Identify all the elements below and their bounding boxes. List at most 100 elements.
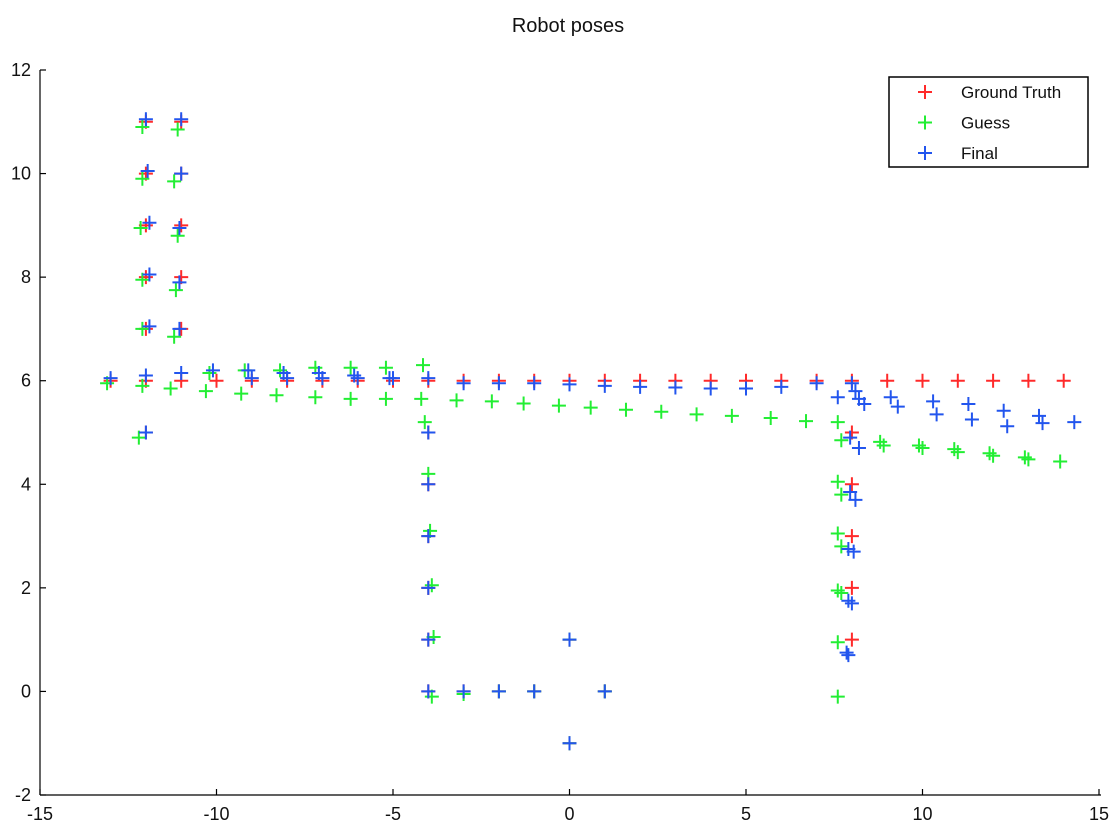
- pose-marker: [830, 390, 845, 405]
- pose-marker: [142, 267, 157, 282]
- pose-marker: [839, 645, 854, 660]
- pose-marker: [172, 321, 187, 336]
- legend-label: Ground Truth: [961, 83, 1061, 102]
- pose-marker: [890, 399, 905, 414]
- pose-marker: [1021, 452, 1036, 467]
- x-tick-label: -10: [203, 804, 229, 824]
- pose-marker: [163, 381, 178, 396]
- pose-marker: [982, 446, 997, 461]
- y-tick-label: 0: [21, 681, 31, 701]
- pose-marker: [964, 412, 979, 427]
- pose-marker: [1035, 416, 1050, 431]
- pose-marker: [170, 228, 185, 243]
- pose-marker: [739, 381, 753, 396]
- pose-marker: [551, 398, 566, 413]
- pose-marker: [915, 373, 930, 388]
- pose-marker: [417, 415, 432, 430]
- pose-marker: [597, 684, 612, 699]
- pose-marker: [167, 174, 182, 189]
- pose-marker: [880, 373, 895, 388]
- pose-marker: [830, 635, 845, 650]
- pose-marker: [168, 283, 183, 298]
- pose-marker: [654, 404, 669, 419]
- legend: Ground Truth Guess Final: [888, 76, 1089, 168]
- pose-marker: [234, 386, 249, 401]
- pose-marker: [1056, 373, 1071, 388]
- pose-marker: [724, 408, 739, 423]
- pose-marker: [421, 425, 436, 440]
- pose-marker: [911, 438, 926, 453]
- pose-marker: [844, 580, 859, 595]
- pose-marker: [562, 736, 577, 751]
- pose-marker: [583, 400, 598, 415]
- pose-marker: [172, 275, 187, 290]
- pose-marker: [378, 391, 393, 406]
- pose-marker: [456, 684, 471, 699]
- pose-marker: [273, 363, 288, 378]
- pose-marker: [103, 371, 118, 386]
- pose-marker: [830, 526, 845, 541]
- pose-marker: [873, 434, 888, 449]
- series-guess: [100, 119, 1068, 751]
- pose-marker: [809, 376, 824, 391]
- pose-marker: [350, 371, 365, 386]
- pose-marker: [834, 433, 849, 448]
- x-tick-label: 0: [564, 804, 574, 824]
- pose-marker: [883, 390, 898, 405]
- pose-marker: [244, 371, 259, 386]
- pose-marker: [424, 578, 439, 593]
- pose-marker: [763, 411, 778, 425]
- pose-marker: [844, 529, 859, 544]
- pose-marker: [484, 394, 499, 409]
- pose-marker: [167, 329, 182, 344]
- plot-area: [100, 112, 1082, 751]
- y-tick-label: 8: [21, 267, 31, 287]
- pose-marker: [986, 448, 1001, 463]
- pose-marker: [926, 394, 941, 409]
- pose-marker: [456, 376, 471, 391]
- legend-marker: [918, 85, 932, 99]
- x-tick-label: 15: [1089, 804, 1109, 824]
- pose-marker: [174, 365, 189, 380]
- pose-marker: [830, 689, 845, 704]
- pose-marker: [876, 438, 891, 453]
- pose-marker: [416, 358, 431, 373]
- pose-marker: [347, 368, 362, 383]
- pose-marker: [1031, 408, 1046, 423]
- pose-marker: [414, 391, 429, 406]
- pose-marker: [830, 583, 845, 598]
- pose-marker: [516, 396, 531, 411]
- legend-marker: [918, 146, 932, 160]
- pose-marker: [421, 371, 436, 386]
- pose-marker: [343, 391, 358, 406]
- pose-marker: [843, 430, 858, 445]
- pose-marker: [668, 380, 683, 395]
- pose-marker: [844, 477, 859, 492]
- pose-marker: [421, 580, 436, 595]
- x-tick-label: 5: [741, 804, 751, 824]
- pose-marker: [138, 368, 153, 383]
- legend-label: Guess: [961, 114, 1010, 133]
- pose-marker: [774, 379, 789, 394]
- pose-marker: [421, 529, 436, 544]
- pose-marker: [131, 430, 146, 445]
- pose-marker: [950, 373, 965, 388]
- pose-marker: [421, 477, 436, 492]
- pose-marker: [841, 593, 856, 608]
- series-final: [103, 112, 1082, 751]
- pose-marker: [241, 363, 256, 378]
- pose-marker: [1017, 450, 1032, 465]
- pose-marker: [950, 445, 965, 460]
- pose-marker: [851, 441, 866, 456]
- pose-marker: [848, 492, 863, 507]
- pose-marker: [140, 163, 155, 178]
- legend-label: Final: [961, 144, 998, 163]
- pose-marker: [343, 360, 358, 375]
- pose-marker: [834, 487, 849, 502]
- pose-marker: [174, 112, 189, 127]
- pose-marker: [830, 474, 845, 489]
- pose-marker: [138, 112, 153, 127]
- pose-marker: [996, 403, 1011, 418]
- y-tick-label: 4: [21, 474, 31, 494]
- pose-marker: [198, 384, 213, 399]
